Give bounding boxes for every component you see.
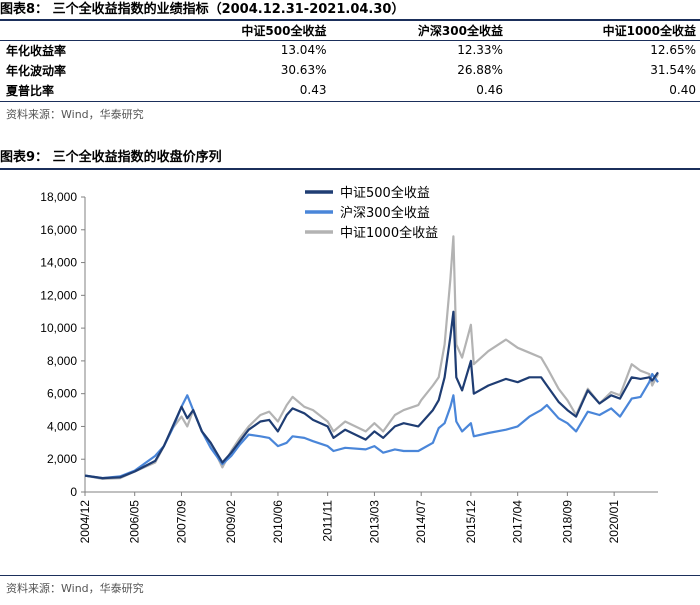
y-tick-label: 12,000: [40, 288, 77, 302]
table-bottom-rule: [0, 101, 700, 102]
x-tick-label: 2015/12: [464, 500, 478, 544]
y-tick-label: 8,000: [47, 354, 77, 368]
series-line-2: [84, 235, 659, 480]
x-tick-label: 2013/03: [367, 500, 381, 544]
table-header-row: 中证500全收益 沪深300全收益 中证1000全收益: [0, 20, 700, 40]
chart-bottom-rule: [0, 575, 700, 576]
x-axis: 2004/12 2006/05 2007/09 2009/02 2010/06 2011/…: [78, 491, 658, 544]
chart-source-note: 资料来源：Wind，华泰研究: [6, 582, 144, 595]
table-cell: 31.54%: [650, 63, 696, 77]
table-header-cell: 中证1000全收益: [602, 23, 696, 38]
x-tick-label: 2010/06: [271, 500, 285, 544]
table-cell: 12.65%: [650, 43, 696, 57]
y-tick-label: 18,000: [40, 190, 77, 204]
table-header-blank: [0, 20, 154, 40]
y-tick-label: 16,000: [40, 223, 77, 237]
x-tick-label: 2006/05: [128, 500, 142, 544]
y-tick-label: 2,000: [47, 452, 77, 466]
table-cell: 13.04%: [280, 43, 327, 57]
x-tick-label: 2018/09: [560, 500, 574, 544]
closing-price-chart: 0 2,000 4,000 6,000 8,000 10,000 12,000 14,000 1…: [40, 185, 659, 544]
x-tick-label: 2004/12: [78, 500, 92, 544]
y-tick-label: 0: [70, 485, 77, 499]
series-line-0: [84, 310, 659, 480]
table-figure-title: 图表8： 三个全收益指数的业绩指标（2004.12.31-2021.04.30）: [0, 2, 405, 17]
table-row-label: 年化波动率: [6, 63, 67, 78]
table-row: 年化收益率 13.04% 12.33% 12.65%: [0, 40, 700, 60]
table-cell: 0.40: [669, 83, 696, 97]
y-tick-label: 4,000: [47, 419, 77, 433]
y-axis: 0 2,000 4,000 6,000 8,000 10,000 12,000 14,000 1…: [40, 190, 86, 499]
x-tick-label: 2017/04: [511, 500, 525, 544]
performance-table: 中证500全收益 沪深300全收益 中证1000全收益 年化收益率 13.04%…: [0, 20, 700, 100]
table-cell: 26.88%: [457, 63, 503, 77]
y-tick-label: 6,000: [47, 387, 77, 401]
table-source-note: 资料来源：Wind，华泰研究: [6, 108, 144, 121]
legend-label: 中证1000全收益: [340, 225, 438, 241]
table-header-rule: [0, 40, 700, 41]
table-header-cell: 中证500全收益: [241, 23, 327, 38]
x-tick-label: 2014/07: [414, 500, 428, 544]
x-tick-label: 2009/02: [224, 500, 238, 544]
table-cell: 12.33%: [457, 43, 503, 57]
table-row-label: 夏普比率: [6, 83, 55, 98]
table-row: 夏普比率 0.43 0.46 0.40: [0, 80, 700, 100]
table-top-rule: [0, 19, 700, 21]
table-cell: 30.63%: [280, 63, 327, 77]
table-cell: 0.46: [476, 83, 503, 97]
x-tick-label: 2011/11: [321, 500, 335, 542]
x-tick-label: 2007/09: [174, 500, 188, 544]
table-cell: 0.43: [299, 83, 327, 97]
series-layer: [84, 235, 659, 480]
table-header-cell: 沪深300全收益: [417, 23, 503, 38]
x-tick-label: 2020/01: [607, 500, 621, 544]
table-row-label: 年化收益率: [6, 43, 67, 58]
y-tick-label: 10,000: [40, 321, 77, 335]
chart-figure-title: 图表9： 三个全收益指数的收盘价序列: [0, 150, 222, 165]
chart-top-rule: [0, 168, 700, 170]
table-row: 年化波动率 30.63% 26.88% 31.54%: [0, 60, 700, 80]
y-tick-label: 14,000: [40, 256, 77, 270]
legend-label: 沪深300全收益: [340, 205, 430, 221]
legend-label: 中证500全收益: [340, 185, 430, 201]
